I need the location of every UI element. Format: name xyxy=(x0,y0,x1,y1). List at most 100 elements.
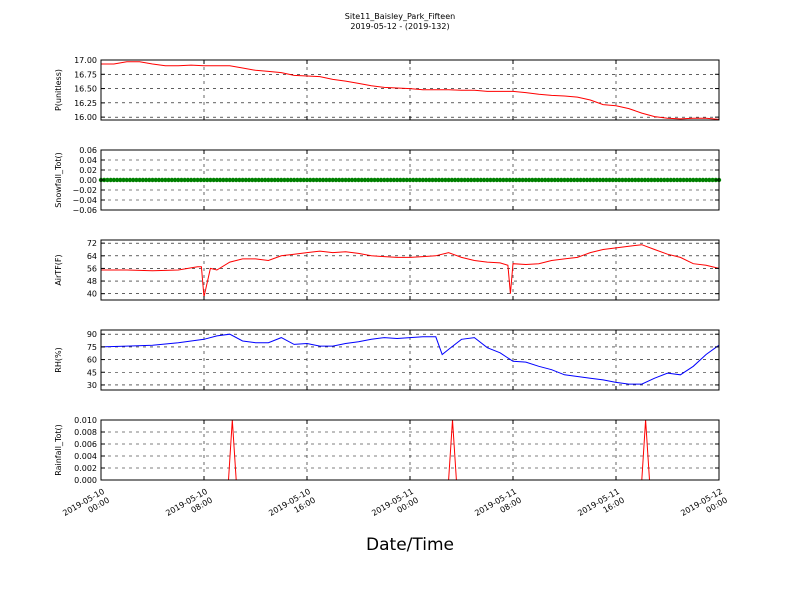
y-tick-label: 17.00 xyxy=(74,56,97,65)
data-point xyxy=(237,177,242,183)
data-point xyxy=(169,177,175,183)
data-point xyxy=(478,177,484,183)
data-point xyxy=(324,177,329,183)
data-point xyxy=(365,177,371,183)
data-point xyxy=(259,177,265,183)
data-point xyxy=(697,177,702,183)
series-line xyxy=(101,61,720,120)
y-tick-label: 90 xyxy=(87,330,97,339)
data-point xyxy=(649,177,654,183)
data-point xyxy=(163,177,168,183)
data-point xyxy=(411,177,416,183)
data-point xyxy=(491,177,496,183)
data-point xyxy=(172,177,178,183)
y-tick-label: 0.000 xyxy=(74,476,97,485)
data-point xyxy=(301,177,306,183)
data-point xyxy=(230,177,236,183)
data-point xyxy=(359,177,364,183)
y-tick-label: 16.25 xyxy=(74,99,97,108)
data-point xyxy=(147,177,152,183)
data-point xyxy=(462,177,467,183)
data-point xyxy=(468,177,474,183)
data-point xyxy=(629,177,635,183)
y-axis-label: Snowfall_Tot() xyxy=(54,152,63,208)
data-point xyxy=(156,177,162,183)
data-point xyxy=(472,177,477,183)
data-point xyxy=(710,177,715,183)
y-tick-label: −0.02 xyxy=(72,186,97,195)
data-point xyxy=(427,177,432,183)
data-point xyxy=(568,177,574,183)
data-point xyxy=(385,177,390,183)
y-tick-label: 16.00 xyxy=(74,113,97,122)
data-point xyxy=(143,177,149,183)
data-point xyxy=(549,177,554,183)
data-point xyxy=(243,177,249,183)
y-axis-label: RH(%) xyxy=(54,347,63,372)
data-point xyxy=(642,177,648,183)
data-point xyxy=(398,177,403,183)
data-point xyxy=(404,177,409,183)
data-point xyxy=(401,177,406,183)
panel-3: 40 48 56 64 72 AirTF(F) xyxy=(54,239,720,301)
data-point xyxy=(188,177,194,183)
y-tick-label: 45 xyxy=(87,368,97,377)
data-point xyxy=(382,177,387,183)
data-point xyxy=(504,177,509,183)
data-point xyxy=(668,177,673,183)
data-point xyxy=(246,177,252,183)
data-point xyxy=(510,177,516,183)
data-point xyxy=(645,177,651,183)
data-point xyxy=(111,177,117,183)
data-point xyxy=(330,177,335,183)
data-point xyxy=(369,177,374,183)
data-point xyxy=(285,177,290,183)
data-point xyxy=(571,177,577,183)
data-point xyxy=(517,177,522,183)
data-point xyxy=(349,177,355,183)
data-point xyxy=(124,177,129,183)
data-point xyxy=(523,177,529,183)
y-tick-label: 56 xyxy=(87,264,97,273)
data-point xyxy=(520,177,525,183)
data-point xyxy=(201,177,207,183)
data-point xyxy=(179,177,184,183)
y-tick-label: 0.00 xyxy=(79,176,97,185)
data-point xyxy=(224,177,229,183)
y-tick-label: 16.50 xyxy=(74,85,97,94)
data-point xyxy=(475,177,480,183)
data-point xyxy=(530,177,535,183)
data-point xyxy=(362,177,368,183)
data-point xyxy=(388,177,393,183)
data-point xyxy=(304,177,310,183)
y-tick-label: 0.04 xyxy=(79,156,97,165)
data-point xyxy=(134,177,139,183)
x-axis-label: Date/Time xyxy=(366,535,454,555)
data-point xyxy=(494,177,500,183)
data-point xyxy=(584,177,590,183)
data-point xyxy=(153,177,158,183)
data-point xyxy=(166,177,171,183)
data-point xyxy=(575,177,580,183)
data-point xyxy=(279,177,284,183)
data-point xyxy=(227,177,232,183)
data-point xyxy=(501,177,506,183)
data-point xyxy=(526,177,532,183)
data-point xyxy=(320,177,326,183)
data-point xyxy=(137,177,142,183)
data-point xyxy=(507,177,512,183)
data-point xyxy=(607,177,612,183)
series-line xyxy=(101,244,720,297)
data-point xyxy=(256,177,261,183)
data-point xyxy=(195,177,200,183)
data-point xyxy=(481,177,487,183)
data-point xyxy=(211,177,216,183)
data-point xyxy=(539,177,545,183)
data-point xyxy=(623,177,628,183)
data-point xyxy=(665,177,670,183)
data-point xyxy=(417,177,422,183)
